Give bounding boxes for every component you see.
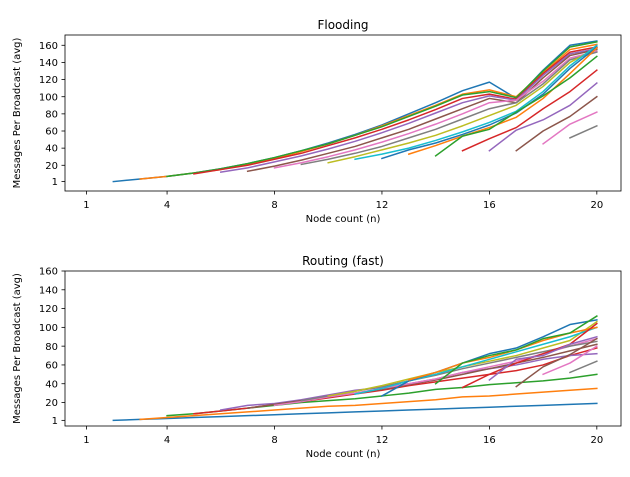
series-line-10 (354, 44, 598, 161)
x-tick-label: 12 (376, 435, 389, 446)
y-tick-label: 40 (45, 379, 58, 390)
series-line-6 (246, 48, 598, 173)
y-tick-label: 60 (45, 127, 58, 138)
y-tick-label: 1 (52, 416, 58, 427)
chart-title: Flooding (317, 18, 368, 32)
y-tick-label: 20 (45, 161, 58, 172)
y-tick-label: 80 (45, 342, 58, 353)
series-line-17 (542, 345, 598, 376)
series-line-7 (273, 50, 598, 169)
series-line-10 (354, 326, 598, 395)
series-line-14 (461, 69, 598, 152)
series-line-1 (112, 402, 598, 422)
series-line-9 (327, 320, 598, 397)
x-tick-label: 16 (483, 435, 496, 446)
series-line-2 (139, 387, 598, 421)
y-tick-label: 160 (39, 41, 58, 52)
series-line-4 (193, 46, 598, 175)
flooding-panel: 1 4 8 12 16 20120406080100120140160FloodingNo… (12, 18, 622, 225)
x-axis-label: Node count (n) (306, 449, 381, 460)
series-line-3 (166, 40, 598, 178)
y-tick-label: 120 (39, 75, 58, 86)
series-line-15 (488, 335, 598, 382)
y-tick-label: 40 (45, 144, 58, 155)
y-tick-label: 1 (52, 177, 58, 188)
y-tick-label: 120 (39, 304, 58, 315)
series-line-8 (300, 51, 598, 166)
series-group (112, 40, 598, 183)
series-line-2 (139, 43, 598, 180)
series-line-14 (461, 322, 598, 389)
series-line-13 (434, 55, 598, 157)
x-axis-label: Node count (n) (306, 214, 381, 225)
x-tick-label: 20 (590, 200, 603, 211)
series-line-12 (407, 46, 598, 156)
y-tick-label: 100 (39, 323, 58, 334)
series-line-5 (219, 47, 598, 173)
x-tick-label: 1 (83, 435, 89, 446)
x-tick-label: 4 (164, 435, 170, 446)
series-line-15 (488, 81, 598, 152)
y-tick-label: 140 (39, 285, 58, 296)
y-tick-label: 60 (45, 361, 58, 372)
series-line-18 (568, 360, 598, 374)
x-tick-label: 12 (376, 200, 389, 211)
x-tick-label: 8 (271, 200, 277, 211)
y-tick-label: 100 (39, 92, 58, 103)
series-line-17 (542, 111, 598, 145)
chart-title: Routing (fast) (302, 254, 384, 268)
x-tick-label: 8 (271, 435, 277, 446)
plot-frame (64, 270, 622, 427)
plot-frame (64, 34, 622, 192)
x-tick-label: 16 (483, 200, 496, 211)
series-line-18 (568, 124, 598, 139)
x-tick-label: 4 (164, 200, 170, 211)
y-tick-label: 160 (39, 267, 58, 278)
series-line-16 (515, 337, 598, 388)
y-tick-label: 20 (45, 398, 58, 409)
y-axis-label: Messages Per Broadcast (avg) (12, 37, 23, 188)
x-tick-label: 20 (590, 435, 603, 446)
x-tick-label: 1 (83, 200, 89, 211)
series-line-13 (434, 315, 598, 385)
series-line-16 (515, 95, 598, 152)
y-axis-label: Messages Per Broadcast (avg) (12, 273, 23, 424)
series-group (112, 315, 598, 422)
y-tick-label: 80 (45, 109, 58, 120)
series-line-11 (381, 45, 598, 160)
series-line-9 (327, 46, 598, 164)
y-tick-label: 140 (39, 58, 58, 69)
